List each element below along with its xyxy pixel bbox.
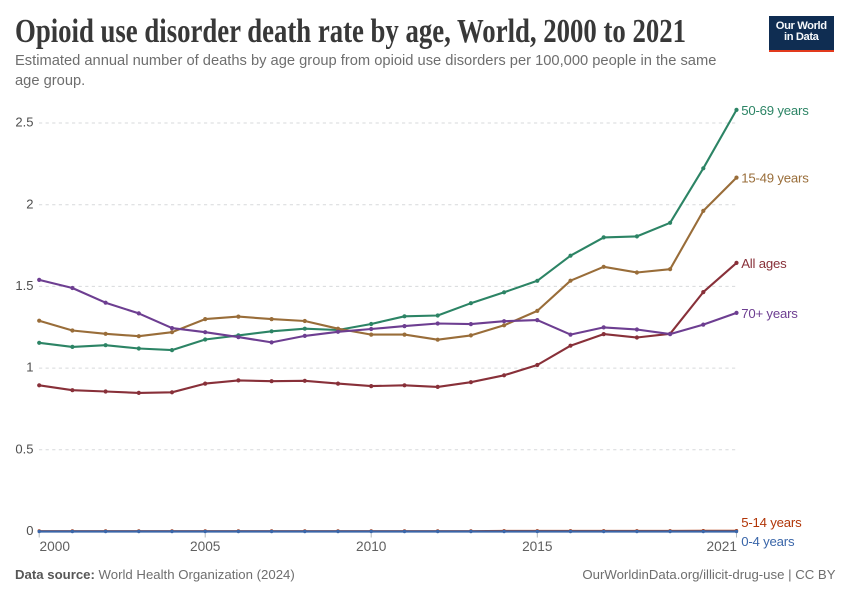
svg-text:2010: 2010 — [356, 539, 387, 554]
svg-text:0.5: 0.5 — [15, 441, 33, 456]
svg-text:15-49 years: 15-49 years — [741, 171, 809, 186]
svg-text:All ages: All ages — [741, 256, 787, 271]
svg-text:1: 1 — [26, 360, 33, 375]
svg-text:2005: 2005 — [190, 539, 221, 554]
svg-text:0: 0 — [26, 523, 33, 538]
svg-text:2000: 2000 — [40, 539, 71, 554]
svg-text:2015: 2015 — [522, 539, 553, 554]
svg-text:70+ years: 70+ years — [741, 306, 798, 321]
svg-text:5-14 years: 5-14 years — [741, 515, 802, 530]
svg-text:2.5: 2.5 — [15, 115, 33, 130]
svg-text:2: 2 — [26, 196, 33, 211]
svg-text:50-69 years: 50-69 years — [741, 103, 809, 118]
svg-text:1.5: 1.5 — [15, 278, 33, 293]
svg-text:2021: 2021 — [707, 539, 737, 554]
svg-text:0-4 years: 0-4 years — [741, 534, 795, 549]
